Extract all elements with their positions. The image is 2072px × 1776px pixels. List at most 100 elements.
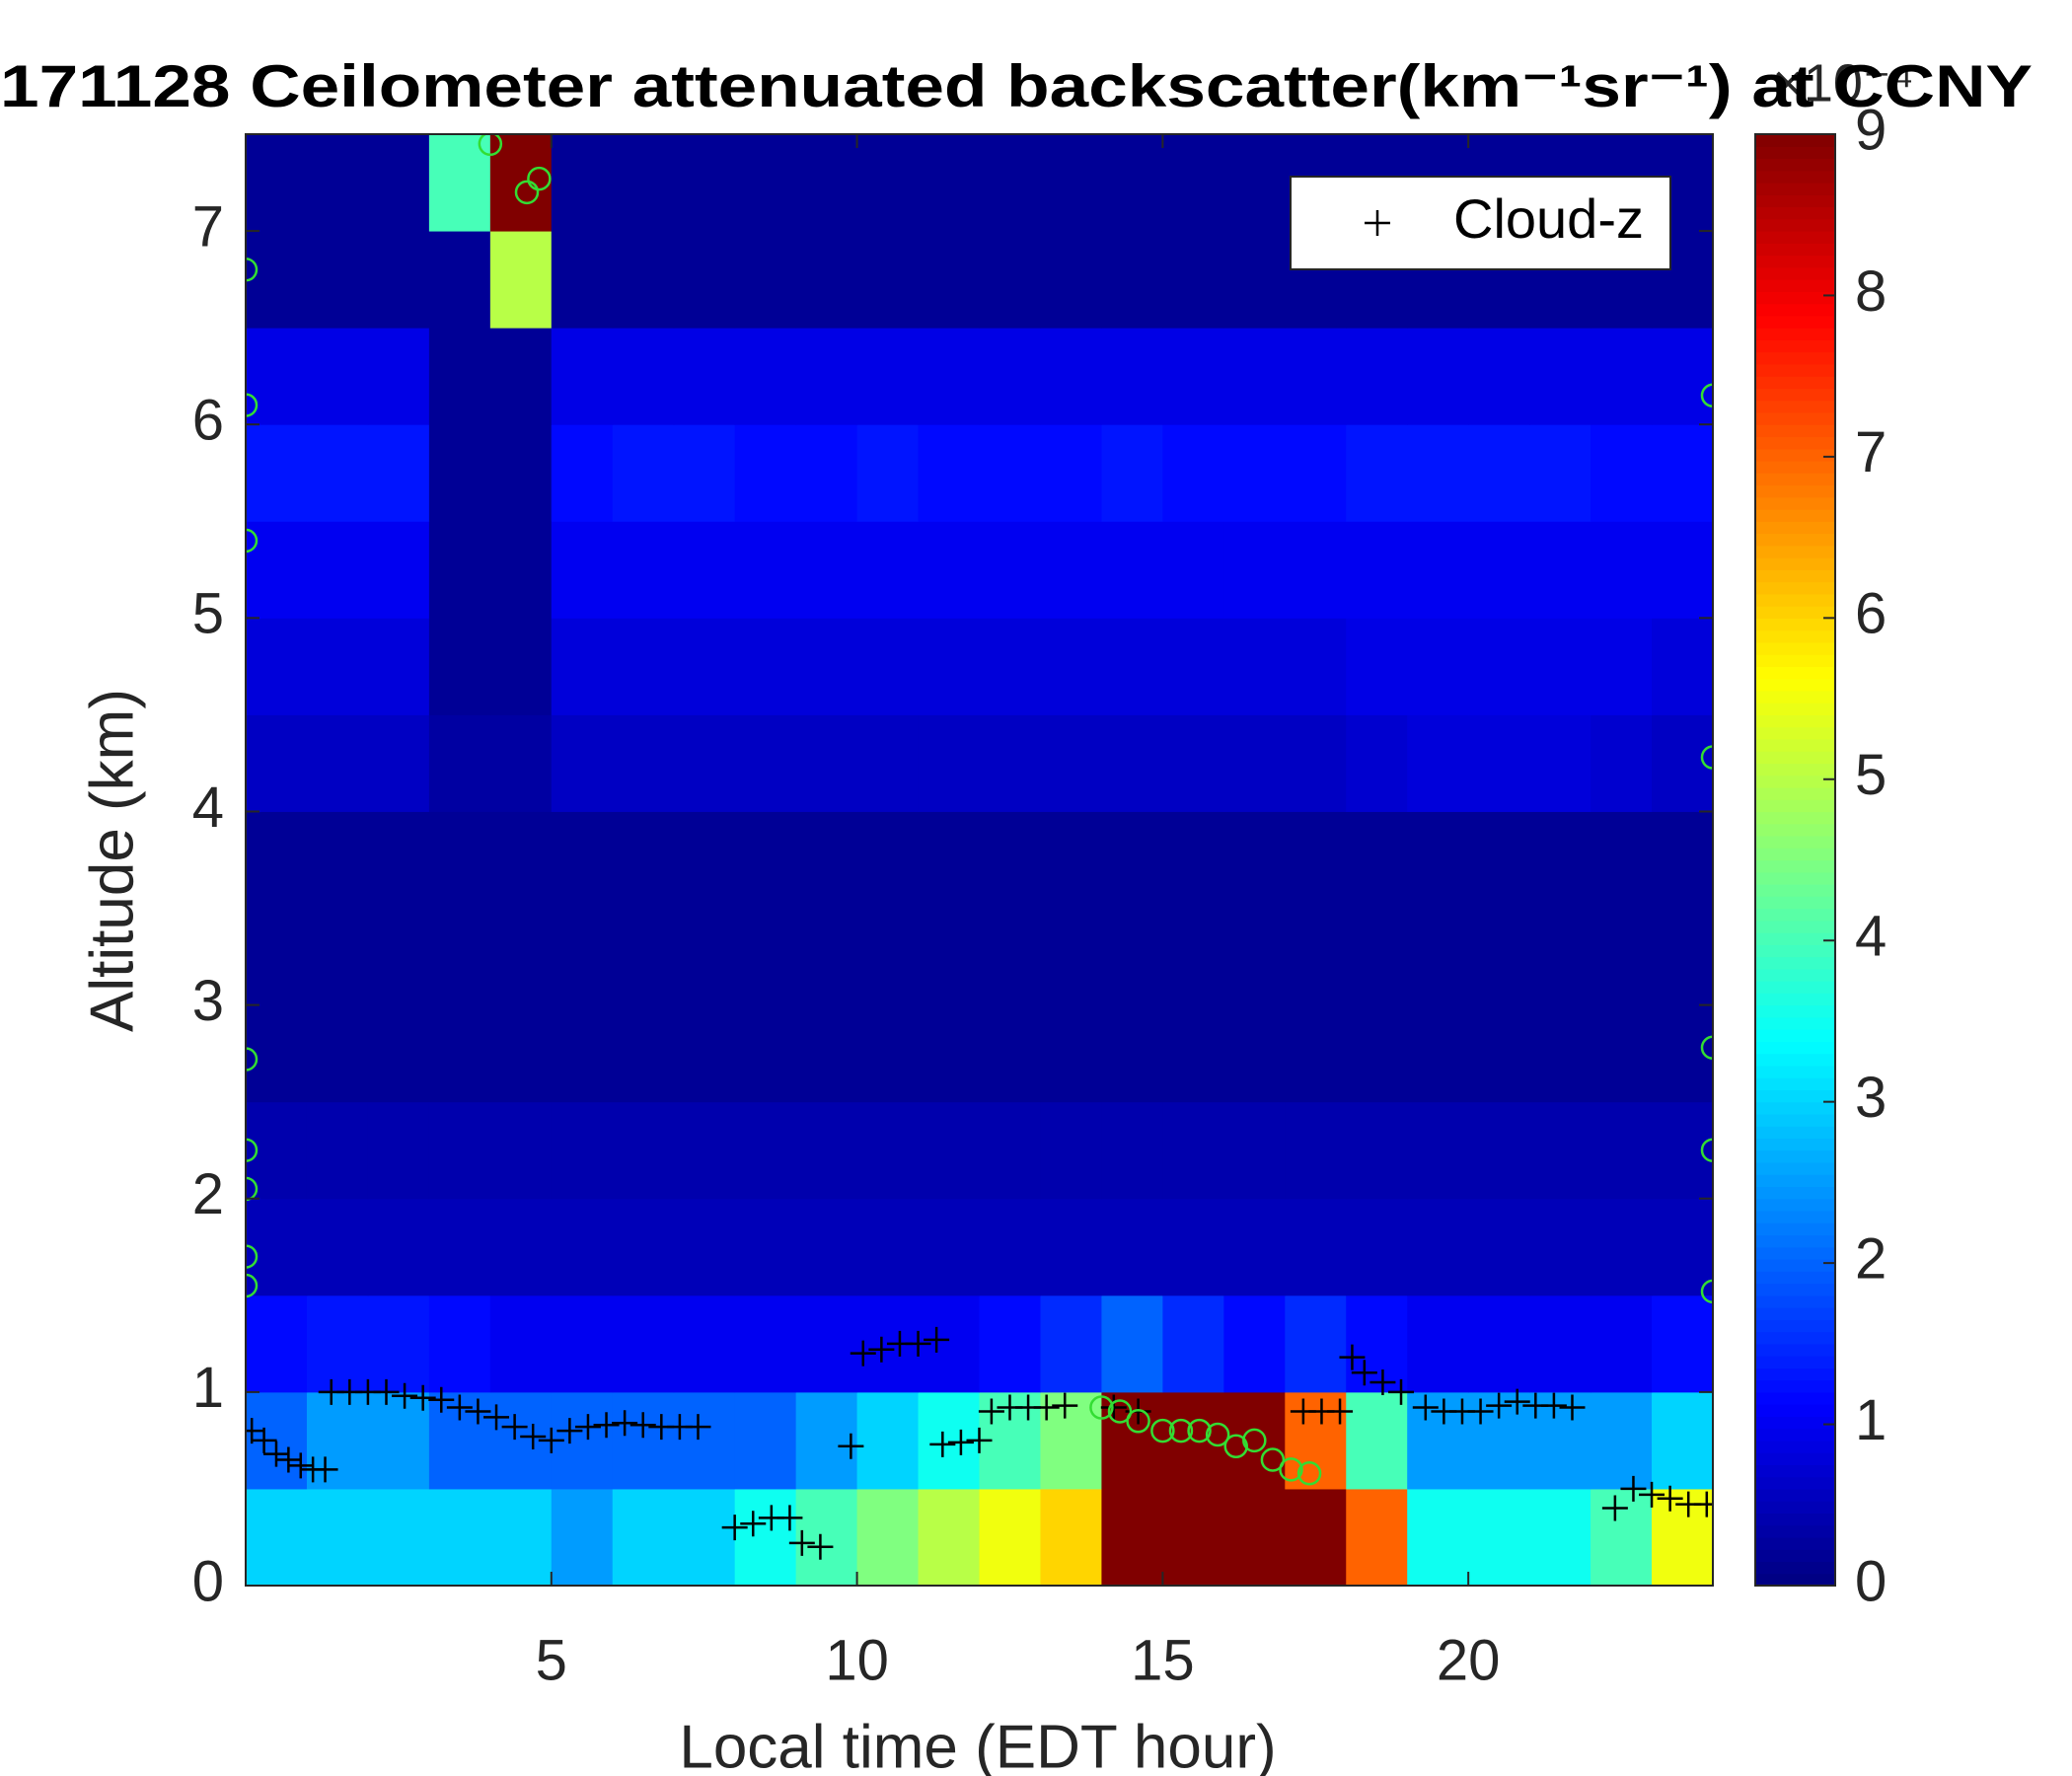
heat-cell bbox=[1285, 1391, 1347, 1490]
colorbar-step bbox=[1755, 1307, 1835, 1320]
colorbar-step bbox=[1755, 1501, 1835, 1515]
colorbar-step bbox=[1755, 1549, 1835, 1563]
heat-cell bbox=[1468, 618, 1530, 715]
heat-cell bbox=[918, 714, 980, 812]
y-tick-label: 3 bbox=[192, 969, 224, 1033]
colorbar-step bbox=[1755, 763, 1835, 777]
colorbar-step bbox=[1755, 1126, 1835, 1140]
heat-cell bbox=[1040, 1004, 1102, 1103]
heat-cell bbox=[1223, 1198, 1286, 1296]
colorbar-step bbox=[1755, 1319, 1835, 1333]
heat-cell bbox=[1468, 328, 1530, 425]
circle-marker bbox=[514, 180, 540, 205]
y-axis-label: Altitude (km) bbox=[78, 689, 146, 1032]
circle-marker bbox=[1187, 1418, 1212, 1443]
colorbar-step bbox=[1755, 1404, 1835, 1417]
heat-cell bbox=[1101, 521, 1163, 619]
heat-cell bbox=[1162, 1295, 1224, 1393]
heat-cell bbox=[1101, 811, 1163, 910]
colorbar-tick-label: 3 bbox=[1855, 1066, 1887, 1130]
heat-cell bbox=[734, 1101, 797, 1200]
cloud-marker bbox=[807, 1533, 834, 1560]
heat-cell bbox=[1652, 1391, 1713, 1490]
heat-cell bbox=[1529, 1488, 1591, 1586]
heat-cell bbox=[673, 328, 736, 425]
heat-cell bbox=[306, 618, 369, 715]
heat-cell bbox=[306, 714, 369, 812]
colorbar-step bbox=[1755, 1246, 1835, 1260]
colorbar-step bbox=[1755, 206, 1835, 220]
heat-cell bbox=[1407, 1198, 1469, 1296]
heat-cell bbox=[1101, 618, 1163, 715]
heat-cell bbox=[1040, 1101, 1102, 1200]
heat-cell bbox=[673, 521, 736, 619]
heat-cell bbox=[1040, 1488, 1102, 1586]
heat-cell bbox=[734, 1004, 797, 1103]
colorbar-tick-label: 8 bbox=[1855, 259, 1887, 324]
cloud-marker bbox=[392, 1382, 418, 1409]
heat-cell bbox=[918, 424, 980, 522]
heat-cell bbox=[1591, 328, 1653, 425]
colorbar-exponent: ×10⁻⁴ bbox=[1772, 53, 1913, 112]
cloud-marker bbox=[1639, 1481, 1665, 1508]
legend-label: Cloud-z bbox=[1453, 187, 1644, 250]
colorbar-step bbox=[1755, 993, 1835, 1006]
heat-cell bbox=[1223, 1391, 1286, 1490]
heat-cell bbox=[979, 1101, 1041, 1200]
circle-marker bbox=[1126, 1409, 1150, 1434]
heat-cell bbox=[612, 424, 675, 522]
heat-cell bbox=[1223, 1101, 1286, 1200]
cloud-marker bbox=[1052, 1392, 1078, 1419]
heat-cell bbox=[428, 1198, 491, 1296]
cloud-marker bbox=[1620, 1475, 1647, 1502]
heat-cell bbox=[673, 134, 736, 232]
colorbar-step bbox=[1755, 218, 1835, 232]
heat-cell bbox=[1346, 811, 1408, 910]
heat-cell bbox=[918, 1198, 980, 1296]
heat-cell bbox=[734, 134, 797, 232]
heat-cell bbox=[306, 1488, 369, 1586]
cloud-marker bbox=[629, 1412, 656, 1439]
colorbar-step bbox=[1755, 908, 1835, 922]
colorbar-step bbox=[1755, 1222, 1835, 1236]
heat-cell bbox=[856, 811, 920, 910]
heat-cell bbox=[612, 714, 675, 812]
heat-cell bbox=[1346, 521, 1408, 619]
heat-cell bbox=[551, 1101, 614, 1200]
heat-cell bbox=[918, 1101, 980, 1200]
cloud-marker bbox=[251, 1427, 277, 1453]
heat-cell bbox=[612, 811, 675, 910]
colorbar-step bbox=[1755, 811, 1835, 825]
heat-cell bbox=[551, 618, 614, 715]
colorbar-step bbox=[1755, 823, 1835, 837]
heat-cell bbox=[1591, 811, 1653, 910]
heat-cell bbox=[1346, 1391, 1408, 1490]
colorbar-step bbox=[1755, 581, 1835, 595]
heat-cell bbox=[489, 1004, 553, 1103]
circle-marker bbox=[1296, 1460, 1322, 1486]
colorbar-step bbox=[1755, 1174, 1835, 1188]
colorbar-step bbox=[1755, 1016, 1835, 1030]
heat-cell bbox=[734, 1488, 797, 1586]
colorbar-tick-label: 5 bbox=[1855, 743, 1887, 807]
heat-cell bbox=[734, 811, 797, 910]
heat-cell bbox=[856, 714, 920, 812]
cloud-marker bbox=[409, 1384, 436, 1411]
colorbar-step bbox=[1755, 363, 1835, 377]
heat-cell bbox=[367, 908, 430, 1006]
heat-cell bbox=[1285, 908, 1347, 1006]
heat-cell bbox=[979, 618, 1041, 715]
cloud-marker bbox=[777, 1505, 803, 1531]
heat-cell bbox=[306, 1295, 369, 1393]
colorbar-step bbox=[1755, 436, 1835, 450]
heat-cell bbox=[979, 1004, 1041, 1103]
heat-cell bbox=[551, 1488, 614, 1586]
legend-box bbox=[1290, 176, 1671, 270]
colorbar-step bbox=[1755, 484, 1835, 498]
heat-cell bbox=[489, 1101, 553, 1200]
heat-cell bbox=[795, 811, 858, 910]
cloud-marker bbox=[1033, 1394, 1060, 1421]
colorbar-step bbox=[1755, 678, 1835, 692]
colorbar-step bbox=[1755, 593, 1835, 607]
